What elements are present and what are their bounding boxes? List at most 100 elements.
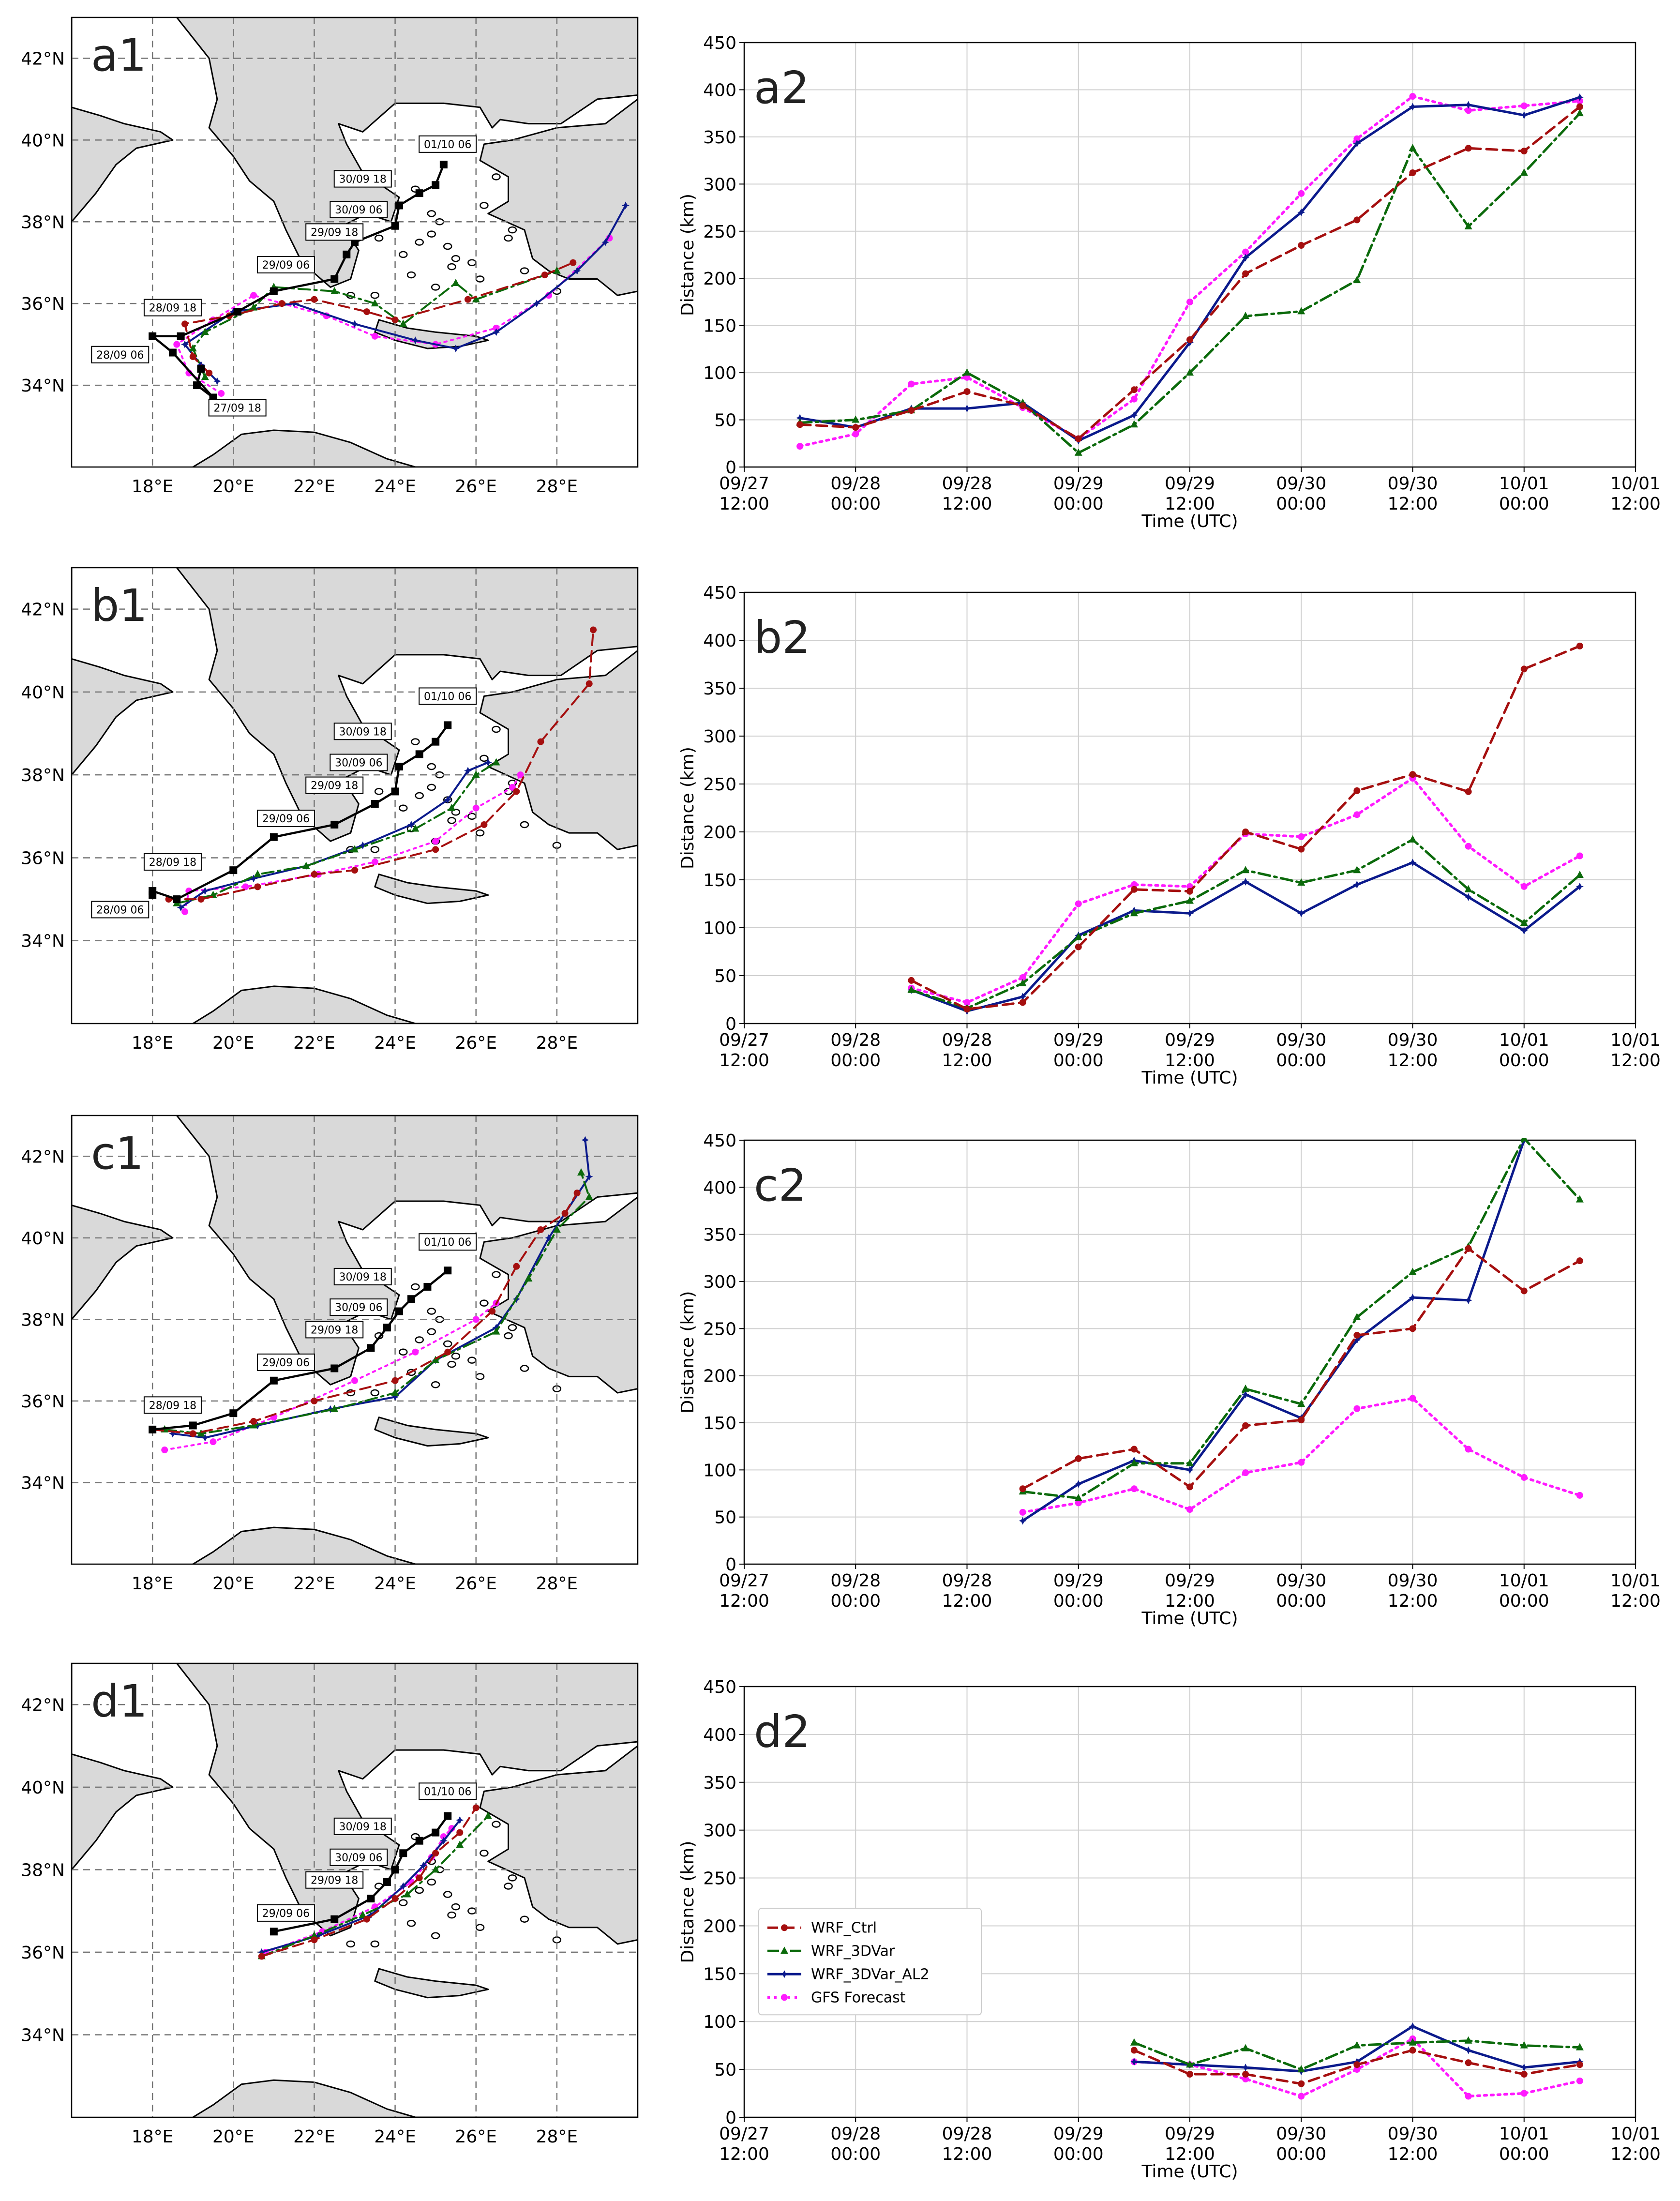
obs-time-label: 01/10 06 <box>424 139 471 151</box>
lon-tick-label: 20°E <box>212 2127 255 2147</box>
observed-track-point <box>149 332 157 340</box>
observed-track-point <box>330 275 339 283</box>
x-tick-label-date: 09/27 <box>719 1030 769 1050</box>
data-point-wrf-3dvar-al2 <box>1520 111 1528 120</box>
track-point-wrf-ctrl <box>363 1915 371 1923</box>
data-point-wrf-3dvar-al2 <box>1464 101 1472 109</box>
obs-time-label: 28/09 18 <box>149 857 196 869</box>
track-point-wrf-ctrl <box>444 1348 451 1356</box>
lat-tick-label: 42°N <box>21 600 65 620</box>
series-group <box>907 642 1584 1015</box>
island <box>447 1911 456 1919</box>
y-tick-label: 450 <box>703 1677 736 1697</box>
data-point-wrf-3dvar-al2 <box>796 414 804 422</box>
land-area <box>374 1968 489 1999</box>
map-frame <box>71 1662 639 2118</box>
observed-track-point <box>432 181 440 189</box>
x-tick-label-date: 10/01 <box>1499 2124 1549 2144</box>
island <box>467 1907 477 1915</box>
track-point-wrf-3dvar <box>330 286 339 294</box>
x-tick-label-date: 09/28 <box>830 474 881 494</box>
x-tick-label-date: 10/01 <box>1610 2124 1661 2144</box>
island <box>520 821 529 829</box>
map-frame <box>71 16 639 468</box>
lon-tick-label: 20°E <box>212 1574 255 1594</box>
x-tick-label-date: 09/29 <box>1053 2124 1104 2144</box>
track-point-wrf-ctrl <box>278 300 285 307</box>
data-point-wrf-ctrl <box>796 421 804 428</box>
x-tick-label-time: 00:00 <box>1053 494 1104 514</box>
track-point-wrf-3dvar-al2 <box>581 1136 589 1144</box>
x-tick-label-date: 09/28 <box>942 1030 992 1050</box>
obs-time-label: 29/09 18 <box>311 780 358 792</box>
y-tick-label: 350 <box>703 1773 736 1793</box>
data-point-wrf-3dvar <box>1186 1459 1194 1466</box>
data-point-wrf-ctrl <box>1298 2080 1305 2087</box>
y-tick-label: 450 <box>703 583 736 603</box>
data-point-wrf-3dvar <box>1242 2044 1250 2051</box>
track-point-wrf-3dvar-al2 <box>213 377 221 385</box>
lat-tick-label: 42°N <box>21 1695 65 1715</box>
data-point-wrf-ctrl <box>1409 169 1416 176</box>
track-line-wrf-ctrl <box>260 1807 477 1958</box>
island <box>447 263 456 271</box>
observed-track-point <box>395 763 403 771</box>
lat-tick-label: 42°N <box>21 1147 65 1167</box>
track-point-wrf-3dvar <box>391 1388 399 1396</box>
lat-tick-label: 42°N <box>21 49 65 69</box>
y-tick-label: 400 <box>703 1725 736 1745</box>
track-point-wrf-ctrl <box>561 1210 569 1217</box>
x-tick-label-time: 00:00 <box>1499 1591 1549 1611</box>
land-area <box>374 874 489 905</box>
data-point-wrf-ctrl <box>1520 665 1528 673</box>
obs-time-box <box>256 810 315 828</box>
legend-marker-wrf-ctrl <box>781 1924 788 1931</box>
data-point-wrf-ctrl <box>1353 2061 1361 2068</box>
observed-track-point <box>444 721 452 729</box>
land-area <box>192 2079 638 2117</box>
track-point-wrf-ctrl <box>311 296 318 303</box>
track-point-wrf-3dvar-al2 <box>456 1816 464 1824</box>
obs-time-box <box>330 200 388 218</box>
island <box>520 1365 529 1372</box>
data-point-wrf-ctrl <box>908 977 915 984</box>
track-point-wrf-3dvar-al2 <box>451 345 460 353</box>
data-point-wrf-3dvar-al2 <box>1242 2064 1250 2072</box>
island <box>480 202 489 209</box>
track-point-wrf-3dvar <box>399 319 407 327</box>
observed-track-point <box>343 250 351 258</box>
data-point-gfs-forecast <box>1520 883 1528 890</box>
island <box>475 1373 485 1380</box>
obs-time-box <box>256 256 315 273</box>
lon-tick-label: 22°E <box>293 2127 335 2147</box>
data-point-wrf-3dvar-al2 <box>1464 893 1472 901</box>
observed-track-point <box>395 201 403 210</box>
data-point-wrf-3dvar-al2 <box>1130 2058 1138 2066</box>
map-inner: 29/09 06 29/09 18 30/09 06 30/09 18 01/10 06 <box>72 1663 638 2117</box>
lon-tick-label: 28°E <box>536 477 578 497</box>
island <box>552 1936 562 1944</box>
data-point-wrf-3dvar <box>1074 448 1082 456</box>
legend-marker-wrf-3dvar <box>780 1946 788 1954</box>
observed-track-point <box>395 1307 403 1315</box>
chart-a2: 05010015020025030035040045009/2712:0009/… <box>678 33 1661 531</box>
lon-tick-label: 20°E <box>212 477 255 497</box>
data-point-wrf-ctrl <box>1409 2047 1416 2054</box>
track-point-wrf-ctrl <box>254 883 261 890</box>
y-tick-label: 100 <box>703 2012 736 2032</box>
x-tick-label-time: 12:00 <box>1388 2144 1438 2164</box>
track-point-wrf-3dvar <box>351 845 359 853</box>
data-point-gfs-forecast <box>1130 1485 1138 1492</box>
track-point-wrf-3dvar-al2 <box>201 887 209 895</box>
x-tick-label-date: 09/29 <box>1053 1030 1104 1050</box>
series-line-gfs-forecast <box>910 777 1581 1004</box>
data-point-wrf-3dvar <box>1297 878 1305 886</box>
track-point-wrf-3dvar-al2 <box>621 201 630 210</box>
y-tick-label: 300 <box>703 727 736 747</box>
obs-time-label: 29/09 18 <box>311 1324 358 1336</box>
track-point-wrf-ctrl <box>489 1308 496 1315</box>
data-point-gfs-forecast <box>1520 102 1528 109</box>
data-point-wrf-ctrl <box>963 388 971 395</box>
obs-time-box <box>143 853 202 871</box>
data-point-wrf-3dvar-al2 <box>1074 1480 1082 1488</box>
